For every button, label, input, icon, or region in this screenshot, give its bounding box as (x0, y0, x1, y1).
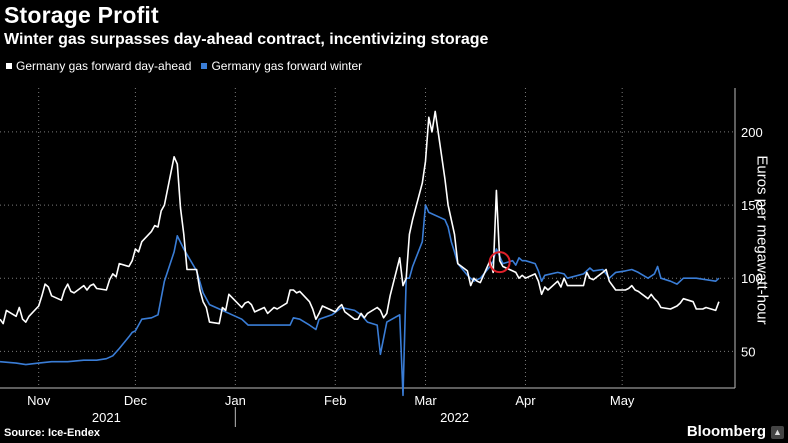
legend-swatch-dayahead (6, 63, 12, 69)
x-tick-label: Apr (515, 393, 536, 408)
y-axis-label: Euros per megawatt-hour (753, 155, 771, 325)
legend-swatch-winter (201, 63, 208, 69)
legend-label-winter: Germany gas forward winter (211, 59, 363, 73)
y-tick-label: 50 (741, 344, 755, 359)
series-line-dayahead (0, 110, 720, 325)
y-tick-label: 150 (741, 198, 763, 213)
crossover-highlight-circle (488, 251, 511, 274)
year-label: 2021 (92, 410, 121, 425)
y-tick-label: 100 (741, 271, 763, 286)
legend-item-dayahead: Germany gas forward day-ahead (6, 59, 191, 73)
chart-subtitle: Winter gas surpasses day-ahead contract,… (4, 31, 489, 48)
bloomberg-terminal-icon: ▲ (771, 426, 784, 439)
x-tick-label: Nov (27, 393, 51, 408)
x-tick-label: Dec (124, 393, 148, 408)
y-tick-label: 200 (741, 125, 763, 140)
legend-item-winter: Germany gas forward winter (201, 59, 362, 73)
source-note: Source: Ice-Endex (4, 427, 100, 439)
x-tick-label: Mar (414, 393, 437, 408)
bloomberg-logo: Bloomberg (686, 423, 766, 440)
year-label: 2022 (440, 410, 469, 425)
x-tick-label: May (610, 393, 635, 408)
legend-label-dayahead: Germany gas forward day-ahead (16, 59, 192, 73)
chart-title: Storage Profit (4, 2, 159, 28)
x-tick-label: Feb (324, 393, 346, 408)
legend: Germany gas forward day-ahead Germany ga… (6, 59, 372, 73)
series-line-winter (0, 204, 720, 397)
x-tick-label: Jan (225, 393, 246, 408)
